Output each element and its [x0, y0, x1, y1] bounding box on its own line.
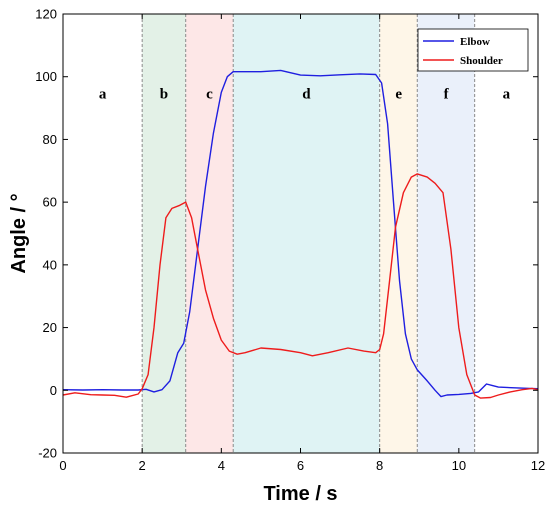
y-tick-label: 100 [35, 69, 57, 84]
y-tick-label: 60 [43, 195, 57, 210]
y-tick-label: 120 [35, 7, 57, 22]
phase-label-e: e [395, 87, 402, 103]
legend-label-elbow: Elbow [460, 36, 490, 48]
phase-label-b: b [160, 87, 168, 103]
x-tick-label: 8 [376, 458, 383, 473]
phase-label-a: a [99, 87, 107, 103]
phase-boundary-lines [141, 14, 476, 453]
y-tick-label: 0 [50, 383, 57, 398]
phase-band-c [185, 14, 234, 453]
legend-label-shoulder: Shoulder [460, 55, 503, 67]
phase-label-d: d [302, 87, 311, 103]
y-axis-title: Angle / ° [8, 193, 30, 273]
y-tick-label: 80 [43, 132, 57, 147]
x-tick-label: 6 [297, 458, 304, 473]
phase-band-d [233, 14, 380, 453]
phase-label-c: c [206, 87, 213, 103]
x-axis-title: Time / s [263, 483, 337, 505]
series-line-shoulder [62, 173, 539, 399]
y-tick-label: -20 [38, 446, 57, 461]
y-tick-label: 20 [43, 320, 57, 335]
legend: Elbow Shoulder [417, 28, 529, 72]
y-axis: -20 0 20 40 60 80 100 120 [35, 7, 538, 461]
x-tick-label: 0 [59, 458, 66, 473]
x-axis: 0 2 4 6 8 10 12 [59, 14, 545, 473]
phase-band-e [379, 14, 418, 453]
phase-bands [63, 14, 538, 453]
series-lines [62, 69, 539, 399]
series-line-elbow [62, 69, 539, 398]
x-tick-label: 12 [531, 458, 545, 473]
x-tick-label: 2 [139, 458, 146, 473]
x-tick-label: 4 [218, 458, 225, 473]
legend-box [417, 28, 529, 72]
phase-label-a: a [503, 87, 511, 103]
x-tick-label: 10 [452, 458, 466, 473]
phase-band-a [63, 14, 143, 453]
y-tick-label: 40 [43, 257, 57, 272]
phase-label-f: f [444, 87, 450, 103]
phase-band-a [474, 14, 538, 453]
phase-band-f [417, 14, 475, 453]
